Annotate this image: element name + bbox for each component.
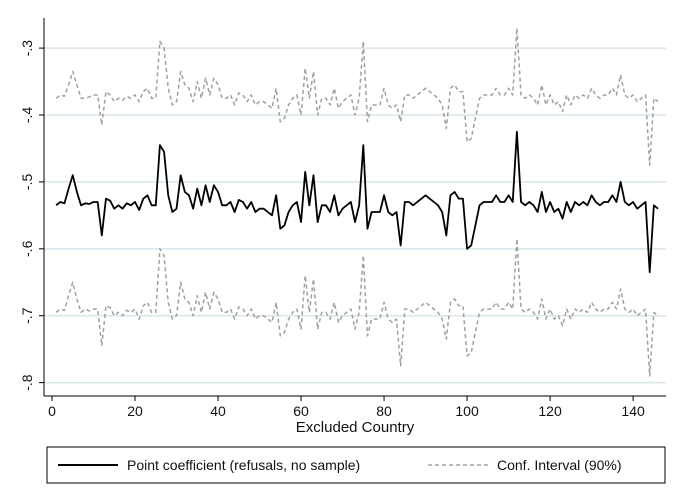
y-tick-label-1: -.4 xyxy=(19,107,35,124)
x-tick-label-3: 60 xyxy=(293,403,309,419)
x-axis-title: Excluded Country xyxy=(296,419,415,436)
legend-label-conf-interval: Conf. Interval (90%) xyxy=(497,457,622,473)
legend-label-point-coefficient: Point coefficient (refusals, no sample) xyxy=(127,457,360,473)
point-coefficient-line xyxy=(55,130,659,274)
x-tick-label-0: 0 xyxy=(48,403,56,419)
ci-lower-line xyxy=(55,238,659,377)
legend-box xyxy=(46,446,666,484)
y-tick-label-2: -.5 xyxy=(19,174,35,191)
y-tick-label-3: -.6 xyxy=(19,240,35,257)
y-tick-label-0: -.3 xyxy=(19,40,35,57)
x-tick-label-6: 120 xyxy=(538,403,562,419)
x-tick-label-2: 40 xyxy=(210,403,226,419)
y-axis: -.3 -.4 -.5 -.6 -.7 -.8 xyxy=(19,40,44,391)
ci-upper-line xyxy=(55,27,659,166)
series-lines xyxy=(55,27,659,377)
y-tick-label-4: -.7 xyxy=(19,307,35,324)
x-tick-label-7: 140 xyxy=(621,403,645,419)
legend: Point coefficient (refusals, no sample) … xyxy=(46,446,666,484)
x-tick-label-4: 80 xyxy=(376,403,392,419)
x-axis: 0 20 40 60 80 100 120 140 xyxy=(48,396,645,419)
x-tick-label-1: 20 xyxy=(127,403,143,419)
plot-frame xyxy=(43,18,666,397)
x-tick-label-5: 100 xyxy=(455,403,479,419)
y-tick-label-5: -.8 xyxy=(19,374,35,391)
